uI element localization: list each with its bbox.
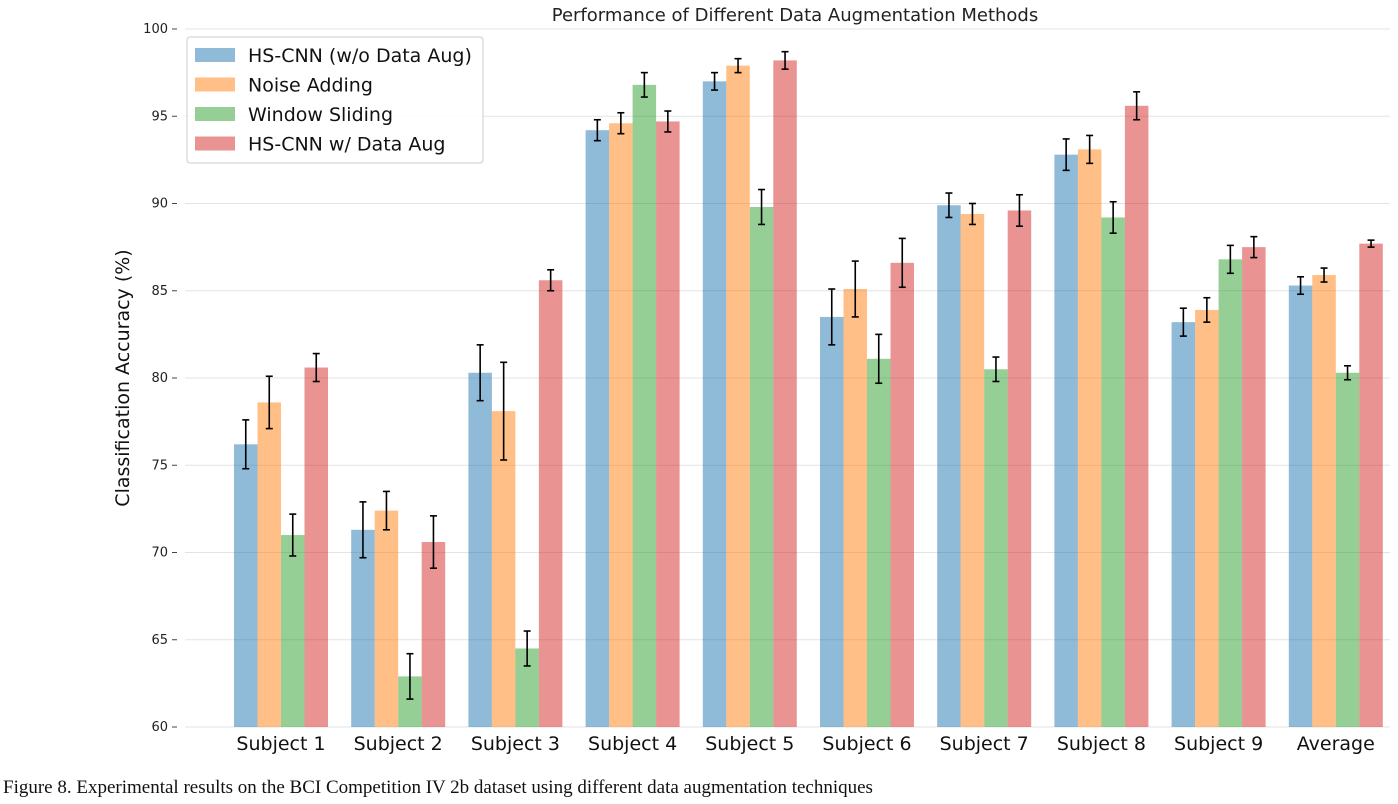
bar [820,316,844,727]
y-axis-ticks: 60 65 70 75 80 85 90 95 100 [143,22,177,735]
y-tick-label: 85 [151,284,168,299]
bar [843,289,867,727]
x-tick-label: Subject 5 [705,733,794,755]
y-tick-label: 65 [151,633,168,648]
bar [515,648,539,727]
legend: HS-CNN (w/o Data Aug) Noise Adding Window … [186,36,484,164]
bar [257,402,281,727]
bar [1312,275,1336,727]
x-axis-ticks: Subject 1 Subject 2 Subject 3 Subject 4 Subj… [236,733,1374,755]
bar [234,444,258,727]
x-tick-label: Subject 3 [471,733,560,755]
legend-swatch [195,136,235,151]
y-tick-label: 60 [151,720,168,735]
y-tick-label: 70 [151,546,168,561]
bar [1242,247,1266,727]
bar [1171,322,1196,727]
legend-swatch [195,107,235,121]
chart-title: Performance of Different Data Augmentati… [552,5,1039,26]
bar [398,676,422,727]
figure-caption: Figure 8. Experimental results on the BC… [3,777,873,798]
bar [702,81,727,728]
error-bars [242,50,1375,700]
bar [1288,285,1313,727]
bar [374,510,399,727]
x-tick-label: Subject 4 [588,733,677,755]
bar [304,367,328,727]
y-axis-label: Classification Accuracy (%) [112,249,134,506]
legend-swatch [195,77,235,92]
bar [1007,210,1032,728]
bar [890,262,914,727]
bar [1218,259,1243,727]
legend-label: HS-CNN (w/o Data Aug) [248,45,472,67]
bar [984,369,1008,727]
x-tick-label: Subject 2 [354,733,443,755]
bar [1124,105,1149,727]
x-tick-label: Subject 8 [1057,733,1146,755]
bar [867,358,891,727]
bar [726,65,750,727]
bar [937,205,961,727]
bar [421,542,446,727]
bar [281,535,305,727]
legend-swatch [195,48,235,62]
bar [656,121,680,728]
bar [609,123,633,728]
y-tick-label: 100 [143,22,168,37]
bar [632,84,657,728]
bar [1195,309,1219,727]
x-tick-label: Subject 7 [940,733,1029,755]
bar [351,529,375,727]
bar [538,280,563,727]
bars [234,60,1383,728]
y-tick-label: 75 [151,458,168,473]
x-tick-label: Subject 1 [236,733,325,755]
x-tick-label: Subject 6 [822,733,911,755]
bar [585,130,610,727]
bar [1335,372,1360,727]
bar [960,213,985,728]
bar [1101,217,1125,727]
y-tick-label: 90 [151,197,168,212]
y-tick-label: 80 [151,371,168,386]
bar [1359,243,1383,727]
legend-label: HS-CNN w/ Data Aug [248,134,445,156]
bar [773,60,797,728]
x-tick-label: Subject 9 [1174,733,1263,755]
bar [491,411,516,727]
bar [1077,149,1102,727]
bar [749,206,774,728]
bar [468,372,492,727]
bar [1054,154,1078,727]
legend-label: Window Sliding [248,104,393,126]
y-tick-label: 95 [151,109,168,124]
legend-box [186,36,484,164]
legend-label: Noise Adding [248,75,373,97]
x-tick-label: Average [1297,733,1375,755]
